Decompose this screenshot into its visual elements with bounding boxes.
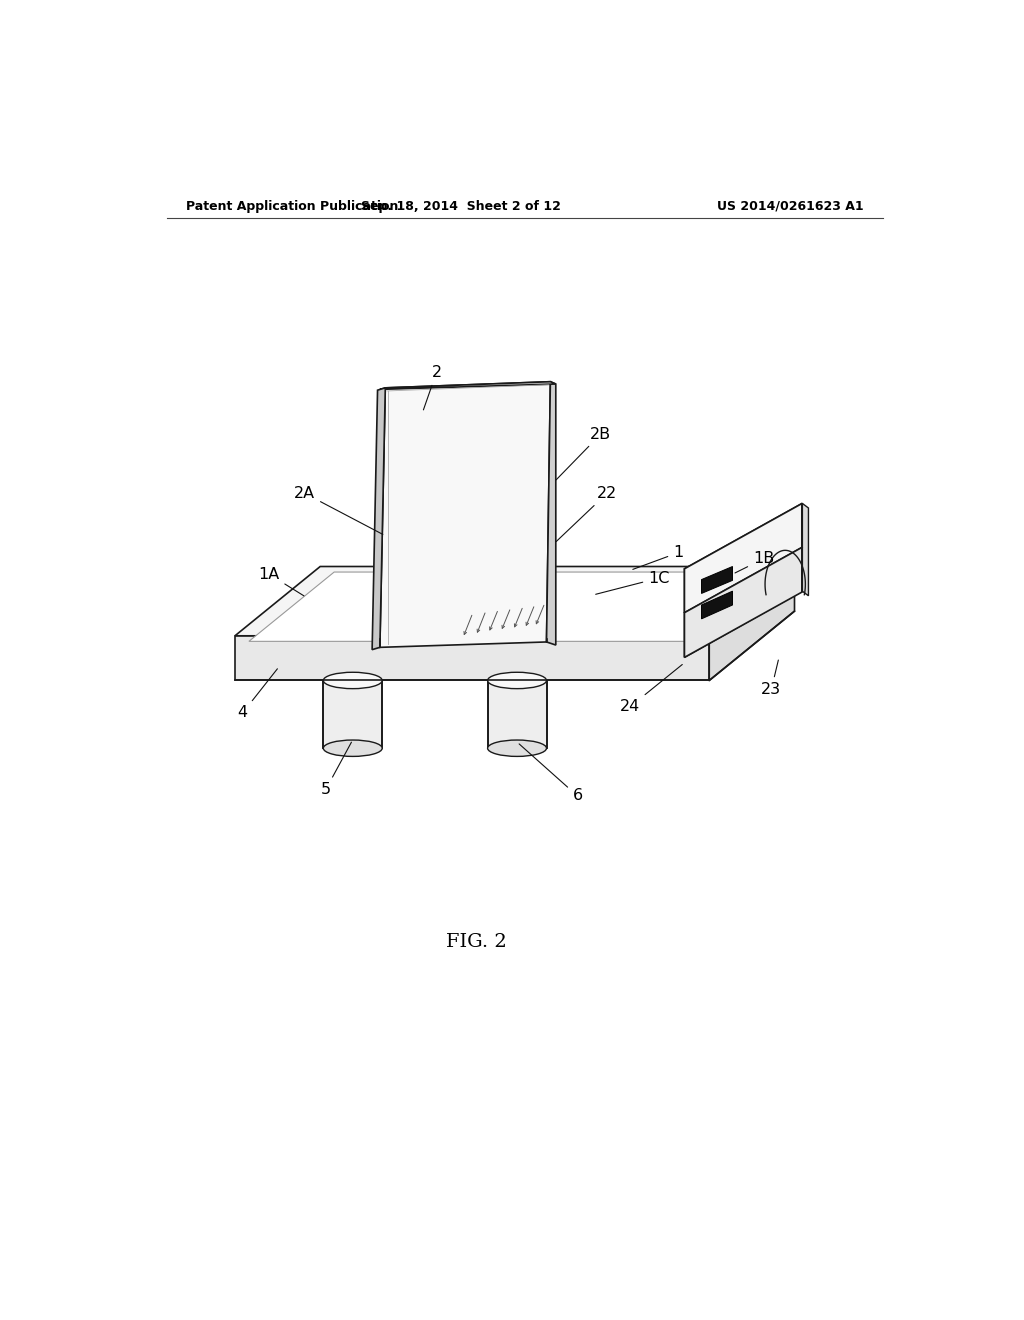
Polygon shape xyxy=(684,548,802,657)
Polygon shape xyxy=(710,566,795,681)
Text: 1A: 1A xyxy=(258,566,304,595)
Ellipse shape xyxy=(487,741,547,756)
Polygon shape xyxy=(684,548,802,657)
Polygon shape xyxy=(380,381,556,389)
Text: US 2014/0261623 A1: US 2014/0261623 A1 xyxy=(717,199,863,213)
Text: FIG. 2: FIG. 2 xyxy=(446,933,507,952)
Polygon shape xyxy=(234,636,710,681)
Polygon shape xyxy=(249,572,784,642)
Text: Sep. 18, 2014  Sheet 2 of 12: Sep. 18, 2014 Sheet 2 of 12 xyxy=(361,199,561,213)
Polygon shape xyxy=(324,681,382,748)
Text: 5: 5 xyxy=(321,742,351,797)
Ellipse shape xyxy=(324,672,382,689)
Text: 23: 23 xyxy=(761,660,781,697)
Text: 1C: 1C xyxy=(596,570,670,594)
Polygon shape xyxy=(684,503,802,612)
Polygon shape xyxy=(684,503,802,612)
Text: 2B: 2B xyxy=(556,426,611,479)
Text: 1B: 1B xyxy=(735,552,774,573)
Polygon shape xyxy=(547,381,556,645)
Polygon shape xyxy=(701,566,732,594)
Text: 2: 2 xyxy=(423,364,441,411)
Text: Patent Application Publication: Patent Application Publication xyxy=(186,199,398,213)
Polygon shape xyxy=(487,681,547,748)
Polygon shape xyxy=(380,381,550,647)
Text: 22: 22 xyxy=(556,486,617,541)
Ellipse shape xyxy=(487,672,547,689)
Polygon shape xyxy=(234,566,795,636)
Text: 4: 4 xyxy=(238,669,278,721)
Text: 1: 1 xyxy=(633,545,683,569)
Polygon shape xyxy=(372,388,385,649)
Polygon shape xyxy=(802,503,809,595)
Text: 6: 6 xyxy=(519,744,583,804)
Ellipse shape xyxy=(324,741,382,756)
Polygon shape xyxy=(701,591,732,619)
Text: 24: 24 xyxy=(621,664,682,714)
Text: 2A: 2A xyxy=(294,486,383,535)
